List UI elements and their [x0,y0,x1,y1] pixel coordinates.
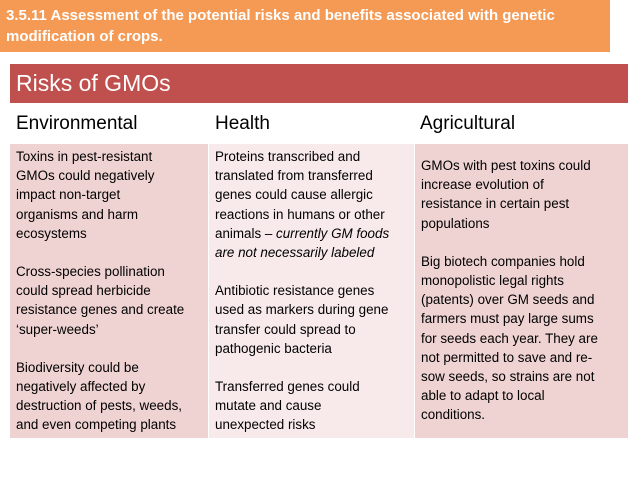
header-environmental: Environmental [10,103,209,144]
health-risk-2: Antibiotic resistance genes used as mark… [215,283,389,356]
environmental-risk-1: Toxins in pest-resistant GMOs could nega… [16,149,155,241]
health-risk-1-text: Proteins transcribed and translated from… [215,149,385,241]
table-header-row: Environmental Health Agricultural [10,103,628,144]
table-title: Risks of GMOs [10,64,628,103]
section-banner: 3.5.11 Assessment of the potential risks… [0,0,610,52]
agricultural-cell: GMOs with pest toxins could increase evo… [415,144,628,438]
agricultural-risk-2: Big biotech companies hold monopolistic … [421,253,598,423]
environmental-cell: Toxins in pest-resistant GMOs could nega… [10,144,208,438]
table-body-row: Toxins in pest-resistant GMOs could nega… [10,144,628,438]
health-risk-1-note: currently GM foods are not necessarily l… [215,225,390,261]
environmental-risk-3: Biodiversity could be negatively affecte… [16,359,182,433]
header-health: Health [209,103,414,144]
environmental-risk-2: Cross-species pollination could spread h… [16,264,185,337]
header-agricultural: Agricultural [414,103,628,144]
health-cell: Proteins transcribed and translated from… [209,144,414,438]
health-risk-3: Transferred genes could mutate and cause… [215,379,360,433]
agricultural-risk-1: GMOs with pest toxins could increase evo… [421,158,591,231]
section-title: 3.5.11 Assessment of the potential risks… [6,7,555,45]
health-risk-1: Proteins transcribed and translated from… [215,147,409,262]
